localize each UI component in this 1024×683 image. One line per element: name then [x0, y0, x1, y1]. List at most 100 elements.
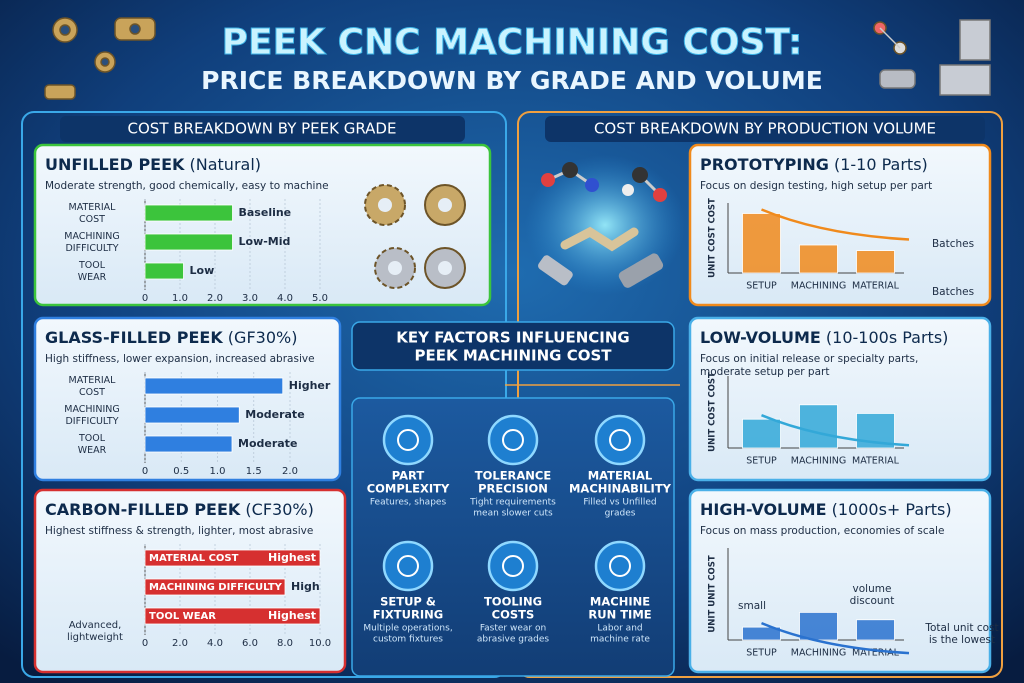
value-label: Highest: [268, 551, 316, 564]
x-tick-label: 5.0: [312, 293, 328, 304]
factor-title: COSTS: [492, 608, 535, 622]
factor-title: PRECISION: [478, 482, 548, 496]
bar: [742, 418, 781, 449]
bar: [144, 262, 184, 280]
x-tick-label: 2.0: [172, 638, 188, 649]
x-tick-label: 0.5: [173, 466, 189, 477]
factor-title: SETUP &: [380, 595, 436, 609]
category-label: MATERIAL COST: [69, 375, 117, 398]
x-tick-label: 0: [142, 638, 148, 649]
panel-qualifier: (Natural): [184, 155, 261, 174]
bar: [144, 607, 321, 625]
annotation: is the lowest: [929, 634, 995, 646]
factor-description: Labor and: [597, 624, 642, 634]
category-label: TOOL WEAR: [78, 433, 107, 456]
panel-description: Focus on initial release or specialty pa…: [700, 353, 918, 365]
volume-section-frame: [517, 111, 1003, 678]
part-icon-hole: [438, 198, 452, 212]
category-label-line: DIFFICULTY: [65, 416, 118, 427]
panel-name: GLASS-FILLED PEEK: [45, 328, 223, 347]
factor-title: TOLERANCE: [475, 469, 552, 483]
category-label-line: MATERIAL: [69, 375, 117, 386]
panel-title: HIGH-VOLUME (1000s+ Parts): [700, 500, 952, 519]
volume-section-title: COST BREAKDOWN BY PRODUCTION VOLUME: [594, 120, 936, 138]
grade-section-title-bg: [60, 116, 465, 142]
bar: [144, 435, 233, 453]
category-label: MATERIAL COST: [69, 202, 117, 225]
x-tick-label: 8.0: [277, 638, 293, 649]
panel-name: UNFILLED PEEK: [45, 155, 185, 174]
factor-description: Filled vs Unfilled: [583, 498, 656, 508]
bar: [144, 204, 233, 222]
bar: [742, 626, 781, 641]
factor-title: PART: [392, 469, 425, 483]
factor-description: mean slower cuts: [473, 509, 553, 519]
value-label: High: [291, 580, 320, 593]
panel-title: CARBON-FILLED PEEK (CF30%): [45, 500, 314, 519]
panel-description: Highest stiffness & strength, lighter, m…: [45, 525, 313, 537]
trend-arrow: [761, 208, 910, 241]
factor-title: MATERIAL: [588, 469, 653, 483]
part-icon-hole: [388, 261, 402, 275]
x-tick-label: 1.0: [210, 466, 226, 477]
value-label: Low: [190, 264, 215, 277]
factor-icon-inner: [609, 429, 631, 451]
grade-section-title: COST BREAKDOWN BY PEEK GRADE: [128, 120, 397, 138]
panel-name: HIGH-VOLUME: [700, 500, 827, 519]
key-factors-title: KEY FACTORS INFLUENCING: [396, 329, 630, 347]
factor-icon: [487, 414, 539, 466]
y-axis-label: UNIT COST COST: [708, 198, 718, 278]
panel-title: PROTOTYPING (1-10 Parts): [700, 155, 928, 174]
panel-name: LOW-VOLUME: [700, 328, 821, 347]
category-label-line: MACHINING: [64, 404, 119, 415]
bar: [144, 406, 240, 424]
factor-icon: [594, 414, 646, 466]
factor-description: Multiple operations,: [363, 624, 452, 634]
panel-description: Moderate strength, good chemically, easy…: [45, 180, 329, 192]
factor-description: Tight requirements: [469, 498, 556, 508]
factor-icon: [594, 540, 646, 592]
title: PEEK CNC MACHINING COST:: [222, 22, 803, 63]
x-tick-label: 4.0: [277, 293, 293, 304]
category-label: MACHINING DIFFICULTY: [64, 231, 119, 254]
value-label: Highest: [268, 609, 316, 622]
bar: [144, 549, 321, 567]
category-label: MACHINING: [791, 648, 846, 659]
y-axis-label: UNIT COST COST: [708, 372, 718, 452]
factor-description: machine rate: [590, 635, 650, 645]
annotation: lightweight: [67, 632, 123, 643]
category-label: SETUP: [746, 456, 777, 467]
bar: [856, 250, 895, 274]
center-illustration: [525, 155, 685, 295]
category-label-line: WEAR: [78, 445, 107, 456]
volume-section-title-bg: [545, 116, 985, 142]
y-axis-label: UNIT UNIT COST: [708, 555, 718, 632]
category-label: MATERIAL: [852, 456, 900, 467]
grade-section-frame: [21, 111, 507, 678]
annotation: Total unit cost: [924, 622, 998, 634]
x-tick-label: 10.0: [309, 638, 331, 649]
value-label: Moderate: [245, 408, 304, 421]
annotation: small: [738, 600, 766, 612]
category-label-line: DIFFICULTY: [65, 243, 118, 254]
category-label-line: TOOL: [78, 433, 106, 444]
bar: [144, 233, 233, 251]
panel-qualifier: (10-100s Parts): [821, 328, 949, 347]
category-label: SETUP: [746, 281, 777, 292]
bar: [144, 377, 284, 395]
value-label: Moderate: [238, 437, 297, 450]
factor-title: COMPLEXITY: [367, 482, 450, 496]
x-tick-label: 1.0: [172, 293, 188, 304]
key-factors-title: PEEK MACHINING COST: [414, 347, 612, 365]
factor-description: Features, shapes: [370, 498, 447, 508]
category-label: TOOL WEAR: [78, 260, 107, 283]
x-tick-label: 4.0: [207, 638, 223, 649]
factor-icon: [382, 414, 434, 466]
bar: [742, 213, 781, 274]
category-label: MACHINING: [791, 281, 846, 292]
header-decoration: [44, 17, 991, 100]
bar: [799, 612, 838, 641]
panel-qualifier: (GF30%): [223, 328, 298, 347]
factor-description: custom fixtures: [373, 635, 443, 645]
category-label: MACHINING DIFFICULTY: [64, 404, 119, 427]
